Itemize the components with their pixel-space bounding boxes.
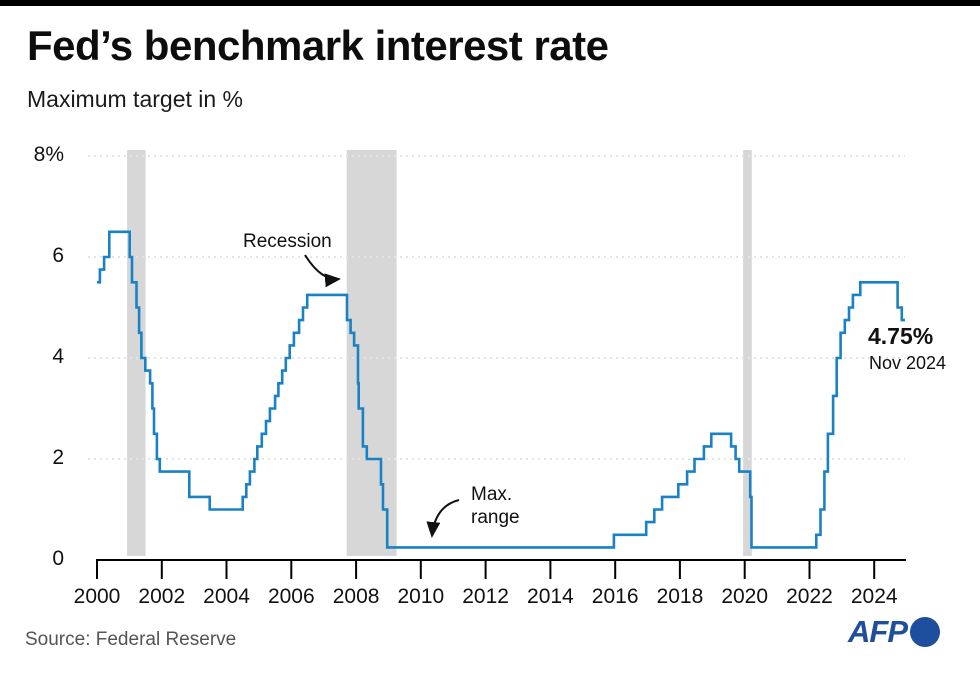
max-range-arrow-icon	[426, 499, 460, 538]
recession-arrow-icon	[304, 254, 341, 288]
page-title: Fed’s benchmark interest rate	[27, 22, 609, 69]
afp-logo: AFP	[848, 614, 940, 650]
latest-value-label: 4.75%	[868, 323, 934, 349]
max-range-label: Max. range	[471, 483, 520, 529]
recession-label: Recession	[243, 231, 332, 252]
max-range-label-line1: Max.	[471, 484, 513, 505]
recession-band	[743, 150, 752, 556]
top-bar	[0, 0, 980, 6]
rate-line	[97, 230, 905, 549]
chart-subtitle: Maximum target in %	[27, 86, 244, 112]
recession-band	[346, 150, 397, 556]
recession-band	[127, 150, 146, 556]
afp-logo-circle-icon	[910, 617, 940, 647]
max-range-label-line2: range	[471, 507, 520, 528]
afp-logo-text: AFP	[848, 614, 908, 649]
source-credit: Source: Federal Reserve	[25, 629, 237, 650]
latest-date-label: Nov 2024	[869, 353, 947, 373]
